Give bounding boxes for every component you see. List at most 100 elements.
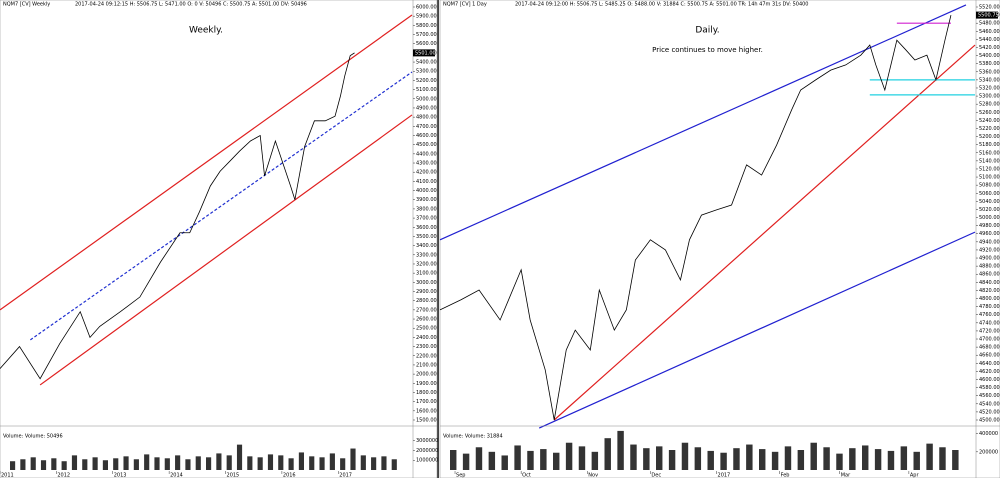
y-tick-label: 5060.00 — [979, 191, 1000, 197]
y-tick-label: 5200.00 — [979, 134, 1000, 140]
y-tick-label: 2200.00 — [416, 353, 437, 359]
x-tick-label: 2017 — [718, 473, 731, 478]
volume-bar — [759, 449, 766, 470]
volume-bar — [329, 453, 335, 470]
volume-bar — [462, 453, 470, 470]
volume-bar — [164, 458, 170, 470]
y-tick-label: 3100.00 — [416, 271, 437, 277]
plot-frame — [439, 0, 1000, 478]
chart-title: Weekly. — [189, 26, 223, 36]
y-tick-label: 5140.00 — [979, 158, 1000, 164]
y-tick-label: 5400.00 — [416, 60, 437, 66]
volume-bar — [267, 454, 274, 470]
y-tick-label: 4940.00 — [979, 239, 1000, 245]
x-tick-label: Apr — [910, 473, 920, 478]
trend-line — [439, 4, 967, 241]
y-tick-label: 3500.00 — [416, 234, 437, 240]
price-line — [439, 15, 952, 421]
volume-bar — [617, 430, 624, 470]
y-tick-label: 4640.00 — [979, 361, 1000, 367]
volume-bar — [371, 457, 377, 470]
volume-bar — [236, 444, 243, 470]
x-tick-label: 2014 — [170, 473, 183, 478]
y-tick-label: 3700.00 — [416, 216, 437, 222]
last-price-label: 5501.00 — [415, 50, 436, 56]
y-tick-label: 3000.00 — [416, 280, 437, 286]
y-tick-label: 5180.00 — [979, 142, 1000, 148]
y-tick-label: 4660.00 — [979, 353, 1000, 359]
y-tick-label: 5600.00 — [416, 41, 437, 47]
y-tick-label: 5460.00 — [979, 29, 1000, 35]
y-tick-label: 2500.00 — [416, 326, 437, 332]
x-tick-label: Feb — [781, 473, 790, 478]
volume-label: Volume: Volume: 50496 — [3, 434, 63, 440]
volume-bar — [784, 446, 792, 470]
y-tick-label: 3900.00 — [416, 197, 437, 203]
volume-bar — [900, 446, 908, 470]
y-tick-label: 5040.00 — [979, 199, 1000, 205]
y-tick-label: 1700.00 — [416, 399, 437, 405]
volume-bar — [565, 442, 573, 470]
y-tick-label: 4580.00 — [979, 385, 1000, 391]
volume-bar — [862, 445, 869, 470]
header-info: 2017-04-24 09:12:15 H: 5506.75 L: 5471.0… — [75, 2, 307, 8]
volume-bar — [113, 458, 119, 470]
volume-bar — [144, 454, 150, 470]
y-tick-label: 3800.00 — [416, 206, 437, 212]
y-tick-label: 4200.00 — [416, 170, 437, 176]
volume-bar — [874, 449, 882, 470]
trend-line — [39, 114, 413, 386]
y-tick-label: 4540.00 — [979, 401, 1000, 407]
volume-tick-label: 2000000 — [416, 448, 438, 454]
y-tick-label: 3300.00 — [416, 252, 437, 258]
volume-bar — [40, 460, 47, 470]
y-tick-label: 5020.00 — [979, 207, 1000, 213]
volume-bar — [123, 456, 129, 470]
volume-bar — [216, 453, 222, 470]
volume-bar — [823, 447, 830, 470]
volume-tick-label: 1000000 — [416, 458, 438, 464]
y-tick-label: 5520.00 — [979, 5, 1000, 11]
x-tick-label: Dec — [651, 473, 661, 478]
x-tick-label: 2017 — [339, 473, 352, 478]
y-tick-label: 5100.00 — [979, 175, 1000, 181]
volume-bar — [540, 449, 547, 470]
volume-bar — [771, 451, 779, 470]
y-tick-label: 5320.00 — [979, 85, 1000, 91]
volume-bar — [381, 456, 387, 470]
y-tick-label: 1500.00 — [416, 418, 437, 424]
volume-bar — [206, 457, 212, 470]
volume-bar — [350, 448, 356, 470]
volume-bar — [92, 457, 98, 470]
volume-bar — [578, 446, 586, 470]
y-tick-label: 5400.00 — [979, 53, 1000, 59]
y-tick-label: 4500.00 — [416, 142, 437, 148]
y-tick-label: 5360.00 — [979, 69, 1000, 75]
volume-bar — [913, 451, 920, 470]
volume-bar — [553, 452, 560, 470]
volume-bar — [746, 444, 753, 470]
y-tick-label: 2600.00 — [416, 317, 437, 323]
volume-bar — [720, 452, 727, 470]
x-tick-label: Sep — [456, 473, 465, 478]
annotation: Price continues to move higher. — [652, 46, 763, 54]
y-tick-label: 4820.00 — [979, 288, 1000, 294]
volume-label: Volume: Volume: 31884 — [443, 434, 503, 440]
volume-bar — [309, 456, 315, 470]
x-tick-label: 2013 — [114, 473, 127, 478]
y-tick-label: 1600.00 — [416, 408, 437, 414]
y-tick-label: 4560.00 — [979, 393, 1000, 399]
y-tick-label: 5100.00 — [416, 87, 437, 93]
y-tick-label: 4900.00 — [979, 256, 1000, 262]
y-tick-label: 4780.00 — [979, 304, 1000, 310]
volume-bar — [82, 459, 88, 470]
volume-bar — [643, 448, 650, 470]
volume-bar — [681, 442, 689, 470]
volume-bar — [810, 442, 817, 470]
y-tick-label: 4960.00 — [979, 231, 1000, 237]
volume-tick-label: 200000 — [979, 449, 998, 455]
volume-bar — [887, 450, 895, 470]
volume-bar — [360, 455, 366, 470]
volume-bar — [849, 448, 856, 470]
